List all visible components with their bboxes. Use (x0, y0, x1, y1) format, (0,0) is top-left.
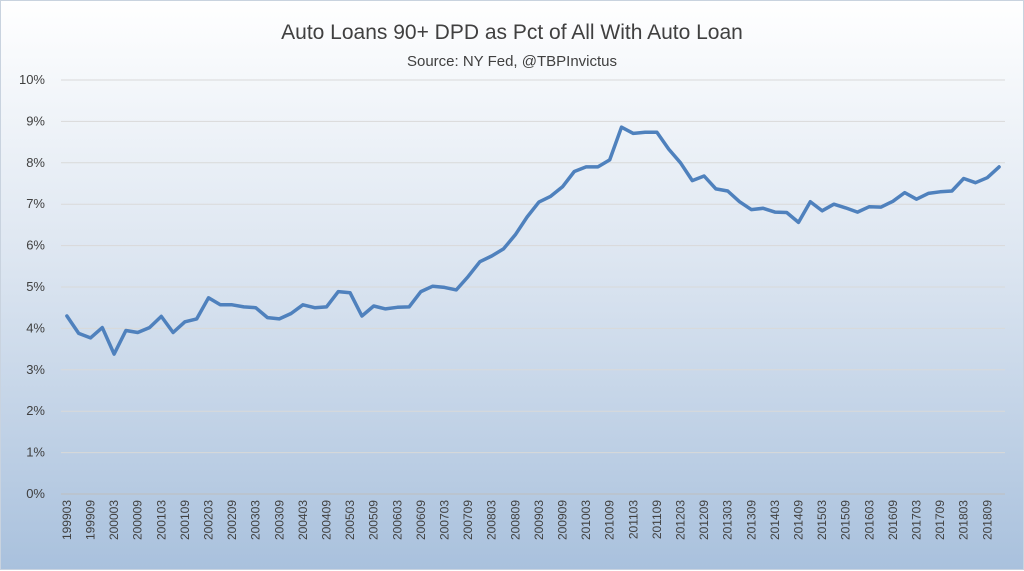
y-tick-label: 1% (26, 445, 45, 460)
x-tick-label: 201003 (579, 500, 593, 540)
y-tick-label: 0% (26, 486, 45, 501)
x-tick-label: 200809 (508, 500, 522, 540)
x-tick-label: 200503 (343, 500, 357, 540)
x-tick-label: 200103 (154, 500, 168, 540)
x-tick-label: 200909 (556, 500, 570, 540)
x-tick-label: 201803 (957, 500, 971, 540)
y-tick-label: 2% (26, 403, 45, 418)
x-tick-label: 201009 (603, 500, 617, 540)
x-tick-label: 201609 (886, 500, 900, 540)
x-tick-label: 201109 (650, 500, 664, 539)
y-tick-label: 6% (26, 238, 45, 253)
x-tick-label: 201603 (862, 500, 876, 540)
x-tick-label: 201103 (626, 500, 640, 539)
x-tick-label: 199909 (84, 500, 98, 540)
x-tick-label: 201509 (839, 500, 853, 540)
x-tick-label: 200509 (367, 500, 381, 540)
x-tick-label: 201409 (792, 500, 806, 540)
x-tick-label: 201503 (815, 500, 829, 540)
x-tick-label: 200703 (438, 500, 452, 540)
chart-title: Auto Loans 90+ DPD as Pct of All With Au… (281, 21, 743, 44)
x-tick-label: 201309 (744, 500, 758, 540)
series-line (65, 125, 1001, 356)
x-tick-label: 200109 (178, 500, 192, 540)
y-tick-label: 9% (26, 113, 45, 128)
x-tick-label: 200409 (320, 500, 334, 540)
y-tick-label: 8% (26, 155, 45, 170)
x-tick-label: 200609 (414, 500, 428, 540)
x-tick-label: 200309 (272, 500, 286, 540)
x-tick-label: 200803 (485, 500, 499, 540)
y-tick-label: 3% (26, 362, 45, 377)
x-tick-label: 201209 (697, 500, 711, 540)
x-tick-label: 201703 (910, 500, 924, 540)
x-tick-label: 200203 (202, 500, 216, 540)
y-tick-label: 7% (26, 196, 45, 211)
x-tick-label: 201203 (674, 500, 688, 540)
y-tick-label: 10% (19, 72, 45, 87)
x-tick-label: 200303 (249, 500, 263, 540)
x-tick-label: 200003 (107, 500, 121, 540)
x-tick-label: 201709 (933, 500, 947, 540)
y-tick-label: 5% (26, 279, 45, 294)
x-tick-label: 200903 (532, 500, 546, 540)
x-tick-label: 199903 (60, 500, 74, 540)
x-tick-label: 200209 (225, 500, 239, 540)
chart-subtitle: Source: NY Fed, @TBPInvictus (406, 53, 618, 70)
x-tick-label: 200009 (131, 500, 145, 540)
x-tick-label: 201303 (721, 500, 735, 540)
x-tick-label: 201809 (980, 500, 994, 540)
x-tick-label: 201403 (768, 500, 782, 540)
y-tick-label: 4% (26, 320, 45, 335)
x-tick-label: 200403 (296, 500, 310, 540)
x-tick-label: 200709 (461, 500, 475, 540)
x-tick-label: 200603 (390, 500, 404, 540)
